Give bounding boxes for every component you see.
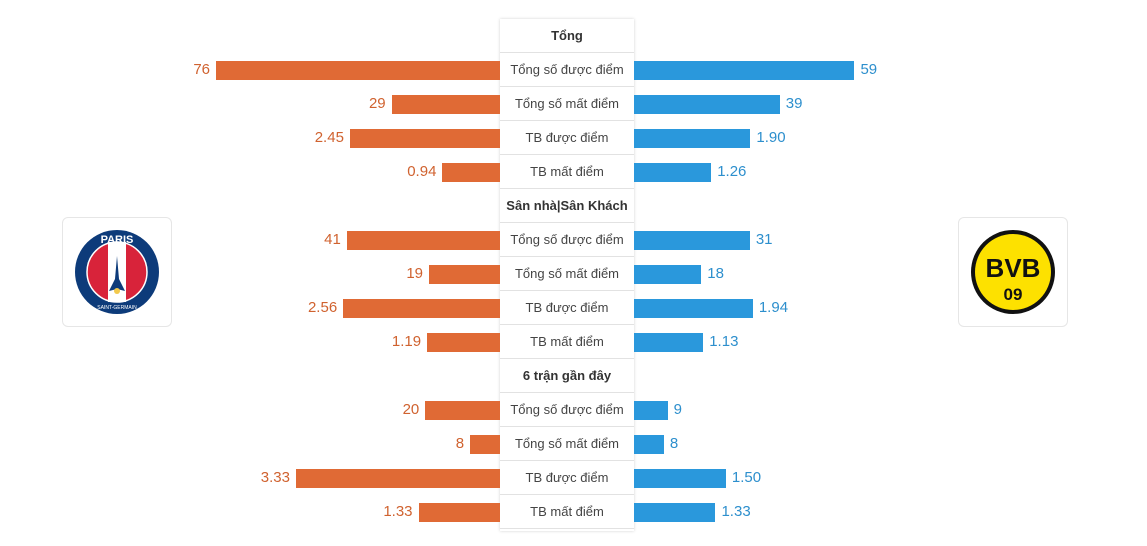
- home-value: 2.56: [307, 299, 338, 316]
- stat-label: TB được điểm: [500, 291, 634, 325]
- stat-label: Tổng số được điểm: [500, 53, 634, 87]
- away-bar: [634, 128, 751, 148]
- group-header: Tổng: [500, 19, 634, 53]
- psg-logo-name: PARIS: [101, 234, 134, 246]
- away-value: 18: [707, 265, 724, 282]
- away-value: 1.94: [758, 299, 789, 316]
- away-bar: [634, 264, 702, 284]
- away-value: 39: [785, 95, 803, 112]
- away-bar: [634, 298, 753, 318]
- bvb-logo-bottom: 09: [1004, 285, 1023, 304]
- away-value: 1.26: [717, 163, 747, 180]
- stat-label: Tổng số được điểm: [500, 393, 634, 427]
- home-bar: [391, 94, 500, 114]
- home-bar: [296, 468, 500, 488]
- psg-logo-sub: SAINT-GERMAIN: [97, 305, 137, 311]
- home-value: 76: [193, 61, 210, 78]
- stat-label-column: Tổng Tổng số được điểm Tổng số mất điểm TB …: [500, 19, 634, 531]
- away-value: 1.90: [756, 129, 786, 146]
- home-value: 1.33: [383, 503, 413, 520]
- stat-label: TB được điểm: [500, 461, 634, 495]
- home-team-logo-box: PARIS SAINT-GERMAIN: [62, 217, 172, 327]
- home-value: 20: [402, 401, 420, 418]
- stat-label: TB mất điểm: [500, 155, 634, 189]
- home-bar: [427, 332, 500, 352]
- home-value: 2.45: [314, 129, 344, 146]
- home-value: 19: [406, 265, 423, 282]
- home-bar: [216, 60, 500, 80]
- stat-label: Tổng số mất điểm: [500, 87, 634, 121]
- stat-label: TB mất điểm: [500, 495, 634, 529]
- away-value: 1.13: [709, 333, 739, 350]
- home-value: 8: [455, 435, 465, 452]
- group-header: Sân nhà|Sân Khách: [500, 189, 634, 223]
- stat-label: Tổng số mất điểm: [500, 257, 634, 291]
- away-bar: [634, 162, 712, 182]
- stat-label: TB được điểm: [500, 121, 634, 155]
- stat-label: Tổng số được điểm: [500, 223, 634, 257]
- home-bar: [442, 162, 500, 182]
- away-bar: [634, 230, 750, 250]
- home-bar: [343, 298, 500, 318]
- home-value: 29: [368, 95, 386, 112]
- away-value: 1.33: [721, 503, 751, 520]
- away-value: 31: [755, 231, 773, 248]
- away-value: 59: [860, 61, 878, 78]
- group-header: 6 trận gần đây: [500, 359, 634, 393]
- bvb-logo: BVB 09: [971, 230, 1055, 314]
- away-bar: [634, 60, 855, 80]
- stat-label: Tổng số mất điểm: [500, 427, 634, 461]
- home-value: 0.94: [407, 163, 437, 180]
- home-value: 3.33: [260, 469, 290, 486]
- away-bar: [634, 502, 716, 522]
- home-bar: [418, 502, 500, 522]
- psg-logo: PARIS SAINT-GERMAIN: [75, 230, 159, 314]
- away-bar: [634, 332, 704, 352]
- home-bar: [429, 264, 500, 284]
- home-value: 1.19: [391, 333, 422, 350]
- away-bar: [634, 434, 664, 454]
- stat-label: TB mất điểm: [500, 325, 634, 359]
- bvb-logo-top: BVB: [986, 253, 1041, 283]
- away-bar: [634, 468, 726, 488]
- away-team-logo-box: BVB 09: [958, 217, 1068, 327]
- home-value: 41: [324, 231, 341, 248]
- away-value: 8: [669, 435, 679, 452]
- home-bar: [425, 400, 500, 420]
- away-bar: [634, 400, 668, 420]
- home-bar: [470, 434, 500, 454]
- away-value: 9: [673, 401, 682, 418]
- home-bar: [349, 128, 500, 148]
- away-value: 1.50: [731, 469, 762, 486]
- away-bar: [634, 94, 780, 114]
- home-bar: [346, 230, 500, 250]
